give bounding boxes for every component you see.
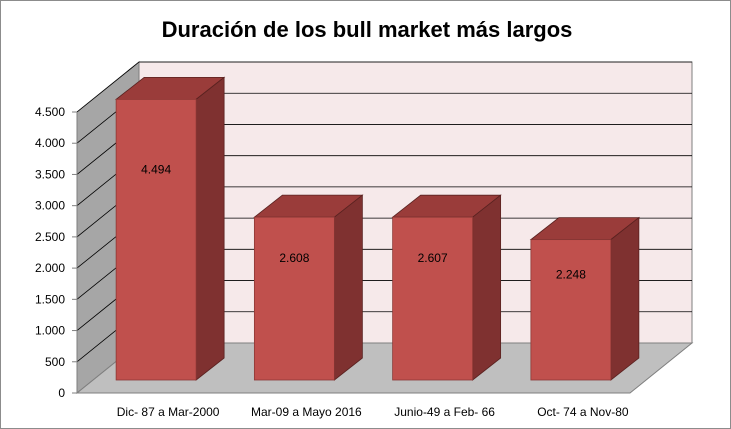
y-tick-label: 3.000 (35, 199, 65, 213)
y-tick-label: 1.500 (35, 292, 65, 306)
chart-title: Duración de los bull market más largos (162, 17, 573, 42)
y-tick-label: 3.500 (35, 167, 65, 181)
data-label: 2.608 (279, 251, 309, 265)
bar-side (610, 216, 640, 381)
x-tick-label: Junio-49 a Feb- 66 (394, 405, 495, 419)
bar-front (530, 239, 612, 381)
y-tick-label: 2.500 (35, 230, 65, 244)
bar-side (333, 194, 363, 381)
bars: 4.494 2.608 2.607 2.248 (114, 76, 641, 381)
gridline (76, 61, 692, 113)
y-tick-label: 4.000 (35, 136, 65, 150)
y-tick-label: 2.000 (35, 261, 65, 275)
data-label: 2.607 (418, 251, 448, 265)
x-tick-label: Oct- 74 a Nov-80 (537, 405, 629, 419)
bar-side (472, 194, 502, 381)
bar-front (253, 216, 335, 381)
bar-side (195, 76, 225, 381)
bar: 2.248 (529, 216, 641, 381)
y-tick-label: 500 (45, 355, 65, 369)
bar: 4.494 (114, 76, 226, 381)
data-label: 2.248 (556, 268, 586, 282)
bar: 2.608 (253, 194, 364, 381)
y-axis: 0 500 1.000 1.500 2.000 2.500 3.000 3.500 4.000 4… (35, 105, 78, 400)
x-tick-label: Mar-09 a Mayo 2016 (251, 405, 362, 419)
data-label: 4.494 (141, 163, 171, 177)
x-tick-label: Dic- 87 a Mar-2000 (117, 405, 220, 419)
bar-front (392, 216, 474, 381)
y-tick-label: 0 (58, 386, 65, 400)
y-tick-label: 4.500 (35, 105, 65, 119)
bar-front (115, 98, 197, 381)
x-axis: Dic- 87 a Mar-2000 Mar-09 a Mayo 2016 Juni… (117, 405, 629, 419)
y-tick-label: 1.000 (35, 324, 65, 338)
bar: 2.607 (391, 194, 502, 381)
